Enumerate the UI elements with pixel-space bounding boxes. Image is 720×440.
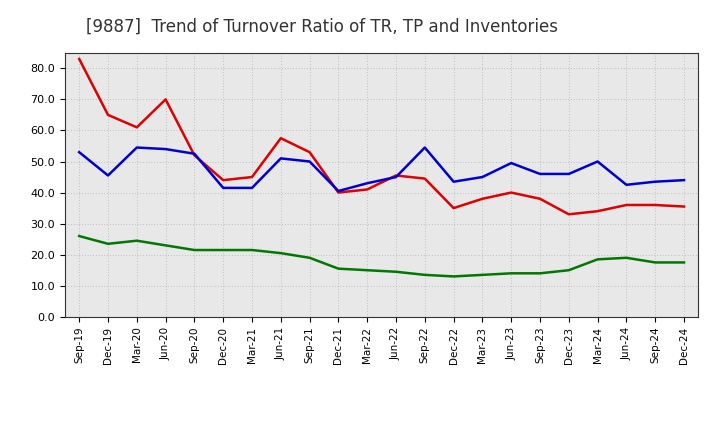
- Text: [9887]  Trend of Turnover Ratio of TR, TP and Inventories: [9887] Trend of Turnover Ratio of TR, TP…: [86, 18, 559, 36]
